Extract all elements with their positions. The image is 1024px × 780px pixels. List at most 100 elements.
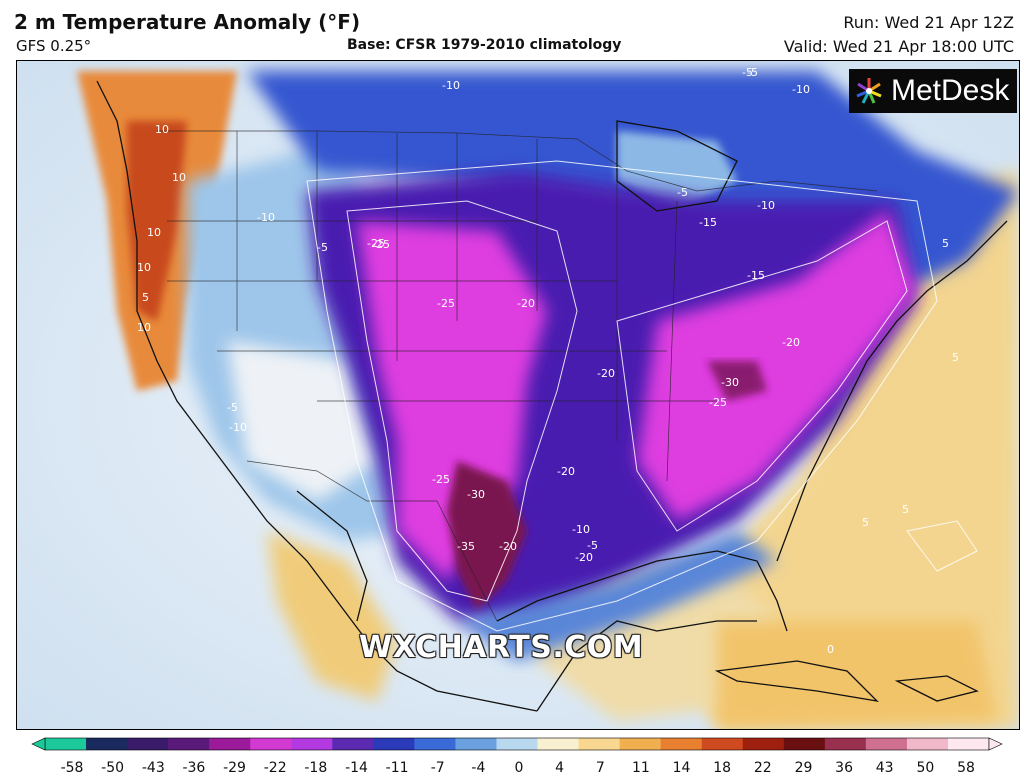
colorbar-tick-label: -4 [471, 760, 486, 776]
contour-label: -10 [757, 199, 775, 212]
contour-label: -10 [229, 421, 247, 434]
colorbar-segment [537, 738, 580, 750]
colorbar-tick-label: -36 [182, 760, 206, 776]
climatology-base: Base: CFSR 1979-2010 climatology [347, 37, 622, 53]
contour-label: -10 [442, 79, 460, 92]
contour-label: 10 [172, 171, 186, 184]
contour-label: 5 [942, 237, 949, 250]
colorbar-segment [127, 738, 169, 750]
colorbar-tick-label: 4 [555, 760, 565, 776]
contour-label: -35 [457, 540, 475, 553]
colorbar-tick-label: -50 [101, 760, 125, 776]
colorbar-max-arrow [988, 737, 1003, 751]
contour-label: -20 [499, 540, 517, 553]
colorbar-segment [168, 738, 210, 750]
contour-label: -20 [575, 551, 593, 564]
contour-label: -25 [367, 237, 385, 250]
colorbar-tick-label: 58 [957, 760, 975, 776]
mexico-pacific-warm [267, 531, 397, 701]
model-label: GFS 0.25° [16, 37, 92, 55]
colorbar-tick-label: -43 [141, 760, 165, 776]
colorbar-segment [86, 738, 128, 750]
colorbar-segment [742, 738, 785, 750]
ohio-valley-record-cold [707, 361, 767, 401]
contour-label: 10 [155, 123, 169, 136]
atlantic-warm-region [657, 171, 1019, 729]
contour-label: -5 [317, 241, 328, 254]
east-extreme-cold [637, 211, 917, 521]
contour-label: -30 [467, 488, 485, 501]
colorbar-tick-label: 7 [595, 760, 605, 776]
contour-label: -20 [782, 336, 800, 349]
coastlines [96, 80, 1008, 712]
colorbar-min-arrow [31, 737, 46, 751]
contour-label: -10 [572, 523, 590, 536]
contour-label: -5 [227, 401, 238, 414]
political-borders [157, 130, 878, 622]
colorbar-segment [947, 738, 990, 750]
texas-record-cold [447, 461, 527, 611]
colorbar-tick-label: 50 [916, 760, 935, 776]
colorbar-tick-label: 22 [753, 760, 772, 776]
wxcharts-watermark: WXCHARTS.COM [359, 630, 644, 665]
caribbean-warm-region [717, 621, 997, 729]
colorbar-segment [496, 738, 539, 750]
colorbar-tick-label: 11 [631, 760, 650, 776]
colorbar-tick-label: 14 [672, 760, 691, 776]
colorbar-segment [291, 738, 333, 750]
colorbar-tick-label: -22 [263, 760, 287, 776]
colorbar-segment [332, 738, 374, 750]
colorbar-segments [44, 737, 990, 751]
colorbar-tick-label: -14 [345, 760, 368, 776]
colorbar-tick-label: -18 [304, 760, 328, 776]
colorbar-tick-label: -7 [430, 760, 445, 776]
colorbar-tick-label: 29 [794, 760, 813, 776]
pacific-coast-hot [127, 121, 187, 321]
contour-label: -20 [557, 465, 575, 478]
contour-label: -15 [747, 269, 765, 282]
run-time: Run: Wed 21 Apr 12Z [843, 13, 1014, 32]
contour-label: 5 [142, 291, 149, 304]
metdesk-wordmark: MetDesk [891, 74, 1010, 107]
contour-label: 10 [137, 261, 151, 274]
colorbar-segment [455, 738, 497, 750]
colorbar-segment [619, 738, 662, 750]
contour-label: -20 [517, 297, 535, 310]
contour-label: 5 [902, 503, 909, 516]
contour-label: -5 [747, 66, 758, 79]
colorbar-segment [660, 738, 703, 750]
colorbar-segment [578, 738, 621, 750]
colorbar-segment [824, 738, 867, 750]
contour-label: -25 [372, 238, 390, 251]
colorbar-tick-label: 36 [835, 760, 853, 776]
contour-label: 10 [137, 321, 151, 334]
colorbar-segment [906, 738, 949, 750]
metdesk-logo: MetDesk [849, 69, 1017, 113]
colorbar-tick-label: -29 [223, 760, 246, 776]
map-canvas: 10 10 10 5 10 10 -5 -10 -10 -5 -10 -10 -… [17, 61, 1019, 729]
colorbar-tick-label: 18 [713, 760, 732, 776]
contour-labels: 10 10 10 5 10 10 -5 -10 -10 -5 -10 -10 -… [137, 66, 959, 656]
colorbar-segment [250, 738, 292, 750]
contour-label: -25 [709, 396, 727, 409]
metdesk-flower-icon [856, 78, 882, 104]
contour-label: -5 [677, 186, 688, 199]
contour-label: -5 [742, 66, 753, 79]
valid-time: Valid: Wed 21 Apr 18:00 UTC [783, 37, 1014, 56]
great-basin-near-normal [227, 341, 377, 501]
contour-label: -10 [257, 211, 275, 224]
contour-label: -10 [792, 83, 810, 96]
colorbar-segment [373, 738, 415, 750]
colorbar-segment [701, 738, 744, 750]
contour-label: -25 [437, 297, 455, 310]
colorbar-segment [45, 738, 87, 750]
chart-title: 2 m Temperature Anomaly (°F) [14, 10, 361, 34]
contour-label: 5 [862, 516, 869, 529]
contour-label: 5 [952, 351, 959, 364]
colorbar-tick-label: -11 [385, 760, 409, 776]
contour-label: -5 [587, 539, 598, 552]
anomaly-map[interactable]: 10 10 10 5 10 10 -5 -10 -10 -5 -10 -10 -… [16, 60, 1020, 730]
colorbar-tick-label: 43 [875, 760, 894, 776]
colorbar-segment [865, 738, 908, 750]
colorbar-segment [414, 738, 456, 750]
